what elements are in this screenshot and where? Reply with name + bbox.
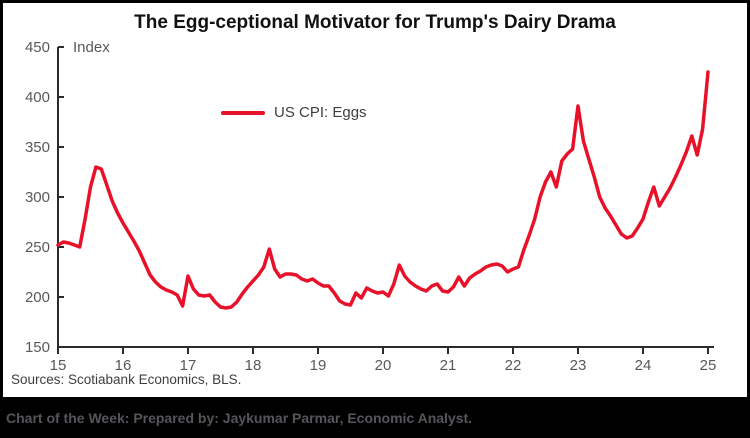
x-tick-label: 15 xyxy=(50,357,67,374)
x-tick-label: 22 xyxy=(505,357,522,374)
y-tick-label: 400 xyxy=(25,89,50,106)
x-tick-label: 23 xyxy=(570,357,587,374)
x-tick-label: 21 xyxy=(440,357,457,374)
x-tick-label: 17 xyxy=(180,357,197,374)
data-line-us-cpi-eggs xyxy=(56,70,710,310)
y-tick-label: 200 xyxy=(25,289,50,306)
y-tick-label: 350 xyxy=(25,139,50,156)
y-tick-label: 450 xyxy=(25,39,50,56)
x-tick-label: 25 xyxy=(700,357,717,374)
x-tick-label: 16 xyxy=(115,357,132,374)
legend-line-swatch xyxy=(221,110,265,115)
x-tick-label: 20 xyxy=(375,357,392,374)
y-axis-unit-label: Index xyxy=(73,39,110,56)
footer-text: Chart of the Week: Prepared by: Jaykumar… xyxy=(6,409,473,426)
x-tick-label: 24 xyxy=(635,357,652,374)
chart-canvas: 150 200 250 300 350 400 450 15 16 17 18 19 20 21 22 23 2… xyxy=(25,39,717,374)
y-tick-label: 300 xyxy=(25,189,50,206)
x-tick-label: 18 xyxy=(245,357,262,374)
chart-title: The Egg-ceptional Motivator for Trump's … xyxy=(134,12,616,33)
x-tick-label: 19 xyxy=(310,357,327,374)
legend: US CPI: Eggs xyxy=(221,104,367,121)
footer-bar: Chart of the Week: Prepared by: Jaykumar… xyxy=(3,397,747,438)
sources-note: Sources: Scotiabank Economics, BLS. xyxy=(11,372,242,387)
legend-label: US CPI: Eggs xyxy=(274,104,367,121)
y-tick-label: 250 xyxy=(25,239,50,256)
plot-axes xyxy=(57,47,714,348)
y-tick-label: 150 xyxy=(25,339,50,356)
